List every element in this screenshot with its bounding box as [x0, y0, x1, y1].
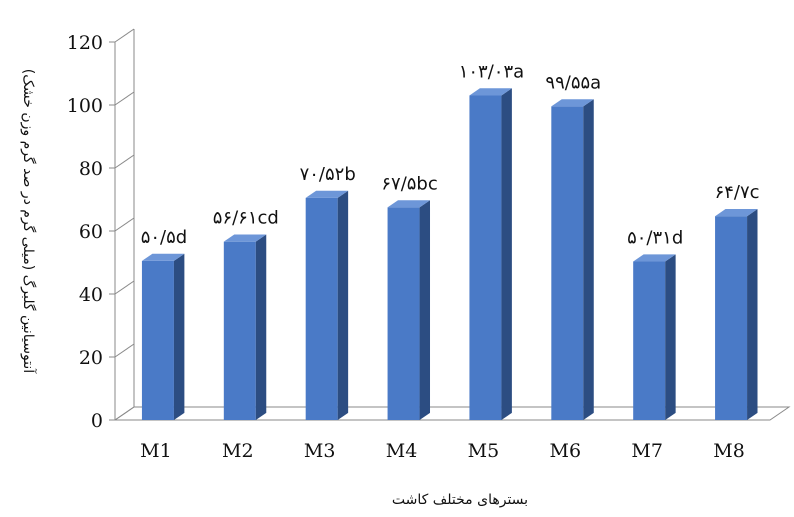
x-tick-label: M7	[631, 440, 663, 462]
bar-top	[715, 209, 758, 217]
y-tick-depth-line	[114, 217, 135, 232]
y-tick-label: 120	[67, 32, 103, 54]
bar-top	[223, 234, 267, 242]
data-label: ۷۰/۵۲b	[300, 164, 356, 185]
x-tick-label: M5	[468, 440, 500, 462]
bar-top	[305, 190, 349, 198]
data-labels: ۵۰/۵d ۵۶/۶۱cd ۷۰/۵۲b ۶۷/۵bc ۱۰۳/۰۳a ۹۹/۵۵a ۵۰/…	[141, 61, 760, 248]
data-label: ۵۰/۵d	[141, 227, 188, 248]
x-tick-labels: M1 M2 M3 M4 M5 M6 M7 M8	[140, 440, 745, 462]
bar-side	[419, 200, 431, 420]
bar-side	[665, 254, 676, 420]
y-tick-depth-line	[114, 154, 135, 169]
bar-top	[633, 254, 676, 262]
bar-M3	[305, 190, 349, 420]
y-tick-label: 80	[79, 158, 103, 180]
bar-front	[551, 106, 584, 420]
bar-front	[469, 95, 502, 420]
chart-floor	[113, 406, 791, 421]
bars	[141, 88, 758, 421]
bar-M5	[469, 88, 512, 421]
bar-side	[173, 253, 185, 420]
x-axis-label: بسترهای مختلف کاشت	[392, 492, 528, 508]
bar-side	[747, 209, 758, 420]
data-label: ۱۰۳/۰۳a	[459, 61, 524, 82]
x-tick-label: M8	[713, 440, 745, 462]
bar-front	[387, 207, 420, 420]
bar-M2	[223, 234, 267, 420]
y-tick-label: 60	[79, 221, 103, 243]
y-tick-label: 20	[79, 347, 103, 369]
y-tick-labels: 0 20 40 60 80 100 120	[67, 32, 103, 432]
bar-front	[633, 261, 666, 420]
data-label: ۵۶/۶۱cd	[213, 208, 279, 229]
bar-side	[583, 99, 594, 420]
bar-top	[387, 200, 431, 208]
bar-top	[469, 88, 512, 96]
bar-M6	[551, 99, 594, 420]
x-tick-label: M2	[222, 440, 254, 462]
bar-side	[255, 234, 267, 420]
x-tick-label: M4	[386, 440, 418, 462]
x-tick-label: M6	[550, 440, 582, 462]
bar-M1	[141, 253, 185, 420]
y-tick-depth-line	[114, 28, 135, 43]
bar-M8	[715, 209, 758, 420]
data-label: ۶۴/۷c	[715, 182, 760, 203]
x-tick-label: M1	[140, 440, 172, 462]
bar-front	[141, 260, 174, 420]
data-label: ۹۹/۵۵a	[545, 72, 601, 93]
bar-front	[305, 197, 338, 420]
bar-top	[551, 99, 594, 107]
y-tick-label: 0	[91, 410, 103, 432]
bar-top	[141, 253, 185, 261]
bar-front	[715, 216, 748, 420]
bar-front	[223, 241, 256, 420]
bar-M4	[387, 200, 431, 420]
x-tick-label: M3	[304, 440, 336, 462]
y-tick-label: 100	[67, 95, 103, 117]
y-tick-label: 40	[79, 284, 103, 306]
chart-axes	[109, 28, 791, 421]
data-label: ۶۷/۵bc	[381, 173, 437, 194]
y-tick-depth-line	[114, 343, 135, 358]
y-tick-depth-line	[114, 280, 135, 295]
bar-side	[501, 88, 512, 421]
y-tick-depth-line	[114, 406, 135, 421]
bar-side	[337, 190, 349, 420]
y-axis-label: آنتوسیانین گلبرگ (میلی گرم در صد گرم وزن…	[20, 69, 38, 375]
bar-M7	[633, 254, 676, 420]
y-tick-depth-line	[114, 91, 135, 106]
data-label: ۵۰/۳۱d	[627, 228, 683, 249]
